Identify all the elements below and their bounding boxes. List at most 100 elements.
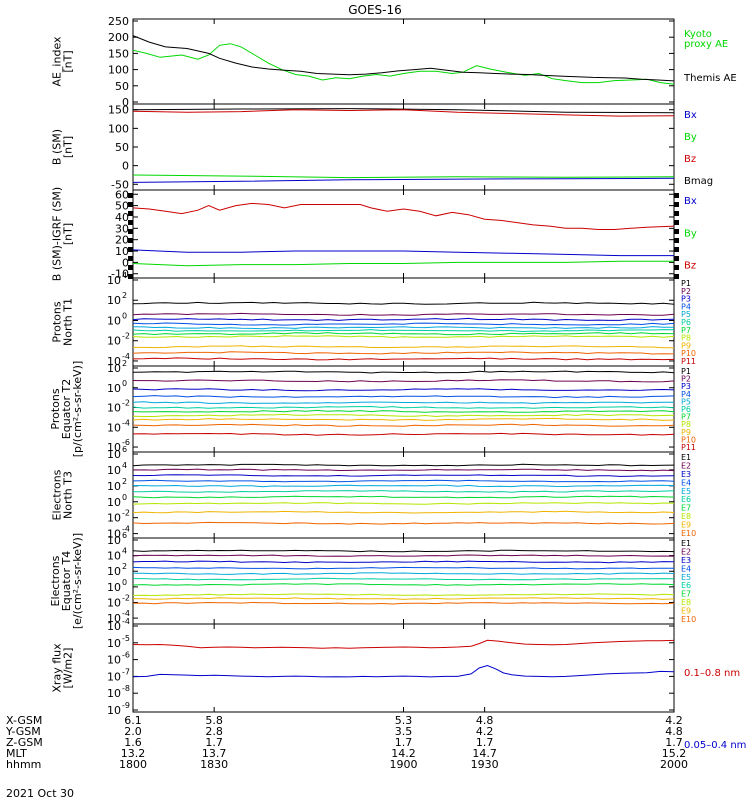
pequator-legend-8: P8 (681, 420, 691, 429)
xray-ylabel: Xray flux[W/m2] (51, 643, 75, 693)
bigrf-edge-mark (128, 220, 133, 225)
enorth-legend-8: E8 (681, 512, 691, 521)
enorth-legend-9: E9 (681, 521, 691, 530)
eequator-legend-6: E6 (681, 581, 691, 590)
xray-legend-2: 0.05–0.4 nm (684, 740, 746, 751)
bigrf-edge-mark (674, 265, 679, 270)
ae-tick-label: 200 (108, 31, 129, 44)
bigrf-edge-mark (128, 238, 133, 243)
pnorth-tick-label: 10 (107, 274, 121, 287)
xray-tick-label: 10 (107, 654, 121, 667)
eequator-tick-label: 10 (107, 612, 121, 625)
pnorth-tick-exponent: -2 (122, 332, 130, 341)
ae-tick-label: 100 (108, 64, 129, 77)
pnorth-legend-7: P7 (681, 326, 691, 335)
bigrf-ylabel: B (SM)-IGRF (SM)[nT] (51, 187, 75, 281)
enorth-tick-exponent: 6 (122, 445, 127, 454)
pnorth-tick-exponent: -4 (122, 352, 130, 361)
pnorth-tick-exponent: 0 (122, 311, 127, 320)
xray-ylabel-line: [W/m2] (62, 648, 75, 689)
ephemeris-value: 15.2 (662, 747, 687, 760)
panel-xray: Xray flux[W/m2]10 -910 -810 -710 -610 -510 -40… (51, 617, 747, 751)
enorth-tick-label: 10 (107, 496, 121, 509)
pequator-frame (132, 365, 675, 453)
xray-tick-label: 10 (107, 620, 121, 633)
bigrf-tick-label: 30 (115, 222, 129, 235)
pnorth-channel-7 (132, 332, 675, 336)
bsm-tick-label: 50 (115, 141, 129, 154)
enorth-channel-3 (132, 474, 675, 477)
pequator-channel-8 (132, 413, 675, 418)
pnorth-legend-11: P11 (681, 357, 696, 366)
ephemeris-value: 1930 (471, 758, 499, 771)
xray-tick-exponent: -4 (122, 617, 130, 626)
bigrf-edge-mark (128, 265, 133, 270)
footer-date: 2021 Oct 30 (6, 787, 74, 800)
pnorth-channel-10 (132, 351, 675, 355)
bigrf-edge-mark (674, 274, 679, 279)
pnorth-legend-10: P10 (681, 349, 696, 358)
pequator-tick-exponent: -4 (122, 418, 130, 427)
pnorth-legend-5: P5 (681, 310, 691, 319)
ae-legend-3: Themis AE (683, 73, 737, 84)
eequator-channel-4 (132, 566, 675, 570)
enorth-legend-1: E1 (681, 453, 691, 462)
pequator-legend-5: P5 (681, 397, 691, 406)
pnorth-legend-3: P3 (681, 295, 691, 304)
xray-tick-label: 10 (107, 670, 121, 683)
ae-tick-label: 0 (122, 96, 129, 109)
enorth-tick-exponent: 4 (122, 461, 127, 470)
eequator-tick-exponent: -4 (122, 609, 130, 618)
enorth-legend-7: E7 (681, 504, 691, 513)
xray-tick-exponent: -5 (122, 634, 130, 643)
enorth-channel-10 (132, 521, 675, 525)
eequator-ylabel-line: Equator T4 (60, 551, 73, 611)
pequator-tick-label: 10 (107, 402, 121, 415)
pnorth-legend-6: P6 (681, 318, 691, 327)
pequator-legend-9: P9 (681, 428, 691, 437)
eequator-tick-label: 10 (107, 581, 121, 594)
enorth-tick-exponent: -4 (122, 525, 130, 534)
pequator-channel-4 (132, 395, 675, 399)
enorth-legend-2: E2 (681, 461, 691, 470)
pequator-channel-6 (132, 405, 675, 409)
pequator-ylabel-line: Protons (49, 388, 62, 429)
eequator-legend-9: E9 (681, 607, 691, 616)
bigrf-edge-mark (674, 238, 679, 243)
bigrf-edge-mark (128, 211, 133, 216)
bigrf-tick-label: 0 (122, 256, 129, 269)
eequator-channel-7 (132, 583, 675, 586)
bsm-series-3 (132, 177, 675, 183)
panel-pequator: ProtonsEquator T2[p/(cm²-s-sr-keV)] 10 210… (49, 359, 696, 457)
ae-tick-label: 150 (108, 47, 129, 60)
bigrf-edge-mark (674, 193, 679, 198)
pnorth-channel-6 (132, 329, 675, 333)
ae-tick-label: 250 (108, 15, 129, 28)
pequator-legend-11: P11 (681, 443, 696, 452)
bigrf-edge-mark (128, 193, 133, 198)
bigrf-edge-mark (674, 229, 679, 234)
ephemeris-value: 1.7 (205, 736, 223, 749)
pequator-legend-4: P4 (681, 390, 691, 399)
pequator-tick-exponent: 2 (122, 359, 127, 368)
pequator-channel-7 (132, 409, 675, 413)
enorth-channel-2 (132, 468, 675, 472)
eequator-tick-label: 10 (107, 534, 121, 547)
pequator-tick-label: 10 (107, 421, 121, 434)
eequator-tick-exponent: 2 (122, 562, 127, 571)
pnorth-legend-9: P9 (681, 341, 691, 350)
bigrf-legend-2: By (684, 228, 697, 239)
eequator-tick-label: 10 (107, 596, 121, 609)
eequator-channel-9 (132, 597, 675, 600)
ephemeris-value: 4.2 (476, 725, 494, 738)
ae-ylabel-line: AE_index (51, 36, 64, 87)
xray-tick-exponent: -8 (122, 684, 130, 693)
bigrf-tick-label: 20 (115, 234, 129, 247)
eequator-tick-label: 10 (107, 565, 121, 578)
ae-frame (132, 18, 675, 105)
ephemeris-value: 14.7 (472, 747, 497, 760)
eequator-tick-label: 10 (107, 550, 121, 563)
ae-series-0 (132, 43, 675, 85)
